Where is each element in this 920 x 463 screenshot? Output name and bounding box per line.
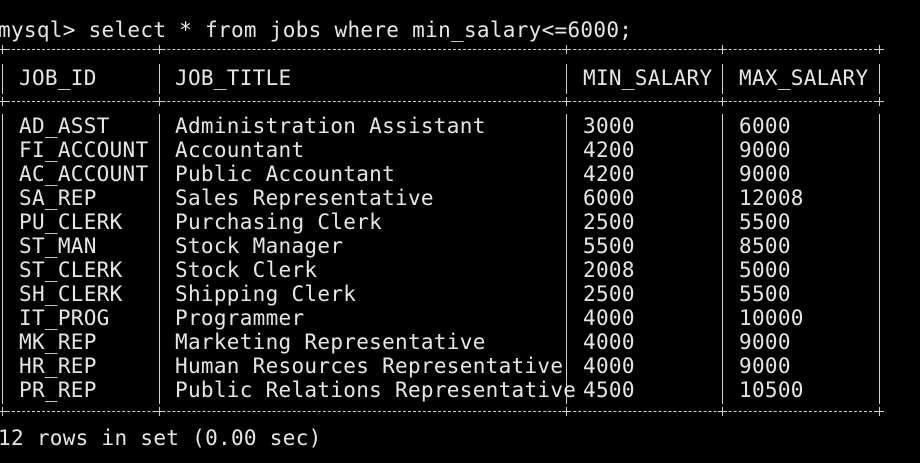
job-id-cell: ST_MAN <box>19 234 97 258</box>
job-title-cell: Marketing Representative <box>175 330 486 354</box>
table-corner <box>875 407 884 416</box>
max-salary-cell: 5500 <box>739 282 791 306</box>
max-salary-cell: 5000 <box>739 258 791 282</box>
command-line: mysql> select * from jobs where min_sala… <box>0 18 633 42</box>
min-salary-cell: 2500 <box>583 282 635 306</box>
job-id-cell: ST_CLERK <box>19 258 123 282</box>
table-corner <box>155 407 164 416</box>
job-title-cell: Stock Clerk <box>175 258 318 282</box>
min-salary-cell: 4000 <box>583 330 635 354</box>
job-id-cell: FI_ACCOUNT <box>19 138 149 162</box>
table-divider <box>722 64 723 94</box>
table-corner <box>155 45 164 54</box>
job-id-cell: PR_REP <box>19 378 97 402</box>
min-salary-cell: 4000 <box>583 306 635 330</box>
job-title-cell: Purchasing Clerk <box>175 210 383 234</box>
max-salary-cell: 5500 <box>739 210 791 234</box>
max-salary-cell: 10000 <box>739 306 804 330</box>
min-salary-cell: 6000 <box>583 186 635 210</box>
min-salary-cell: 3000 <box>583 114 635 138</box>
job-title-cell: Public Accountant <box>175 162 396 186</box>
job-id-cell: PU_CLERK <box>19 210 123 234</box>
job-id-cell: SA_REP <box>19 186 97 210</box>
table-divider <box>2 114 3 404</box>
table-corner <box>562 407 571 416</box>
table-corner <box>0 45 7 54</box>
min-salary-cell: 4500 <box>583 378 635 402</box>
table-border-bottom <box>2 411 882 412</box>
job-title-cell: Public Relations Representative <box>175 378 577 402</box>
max-salary-cell: 9000 <box>739 162 791 186</box>
job-id-cell: HR_REP <box>19 354 97 378</box>
column-header-min-salary: MIN_SALARY <box>583 66 713 90</box>
table-divider <box>159 114 160 404</box>
job-title-cell: Programmer <box>175 306 305 330</box>
max-salary-cell: 6000 <box>739 114 791 138</box>
table-corner <box>875 97 884 106</box>
job-title-cell: Sales Representative <box>175 186 434 210</box>
min-salary-cell: 2008 <box>583 258 635 282</box>
table-border-header <box>2 101 882 102</box>
table-corner <box>155 97 164 106</box>
column-header-max-salary: MAX_SALARY <box>739 66 869 90</box>
table-corner <box>875 45 884 54</box>
job-title-cell: Shipping Clerk <box>175 282 357 306</box>
max-salary-cell: 12008 <box>739 186 804 210</box>
table-corner <box>718 45 727 54</box>
max-salary-cell: 9000 <box>739 138 791 162</box>
table-corner <box>562 45 571 54</box>
job-id-cell: MK_REP <box>19 330 97 354</box>
job-title-cell: Administration Assistant <box>175 114 486 138</box>
job-id-cell: AD_ASST <box>19 114 110 138</box>
max-salary-cell: 9000 <box>739 330 791 354</box>
job-id-cell: IT_PROG <box>19 306 110 330</box>
column-header-job-id: JOB_ID <box>19 66 97 90</box>
max-salary-cell: 8500 <box>739 234 791 258</box>
min-salary-cell: 5500 <box>583 234 635 258</box>
max-salary-cell: 9000 <box>739 354 791 378</box>
table-corner <box>0 407 7 416</box>
min-salary-cell: 4000 <box>583 354 635 378</box>
result-summary: 12 rows in set (0.00 sec) <box>0 426 322 450</box>
table-divider <box>566 114 567 404</box>
table-divider <box>879 114 880 404</box>
job-title-cell: Stock Manager <box>175 234 344 258</box>
table-divider <box>159 64 160 94</box>
column-header-job-title: JOB_TITLE <box>175 66 292 90</box>
table-divider <box>566 64 567 94</box>
min-salary-cell: 2500 <box>583 210 635 234</box>
min-salary-cell: 4200 <box>583 162 635 186</box>
max-salary-cell: 10500 <box>739 378 804 402</box>
table-corner <box>718 97 727 106</box>
job-title-cell: Accountant <box>175 138 305 162</box>
job-title-cell: Human Resources Representative <box>175 354 564 378</box>
table-divider <box>2 64 3 94</box>
table-divider <box>722 114 723 404</box>
min-salary-cell: 4200 <box>583 138 635 162</box>
table-divider <box>879 64 880 94</box>
job-id-cell: AC_ACCOUNT <box>19 162 149 186</box>
job-id-cell: SH_CLERK <box>19 282 123 306</box>
table-corner <box>562 97 571 106</box>
table-border-top <box>2 49 882 50</box>
table-corner <box>718 407 727 416</box>
table-corner <box>0 97 7 106</box>
